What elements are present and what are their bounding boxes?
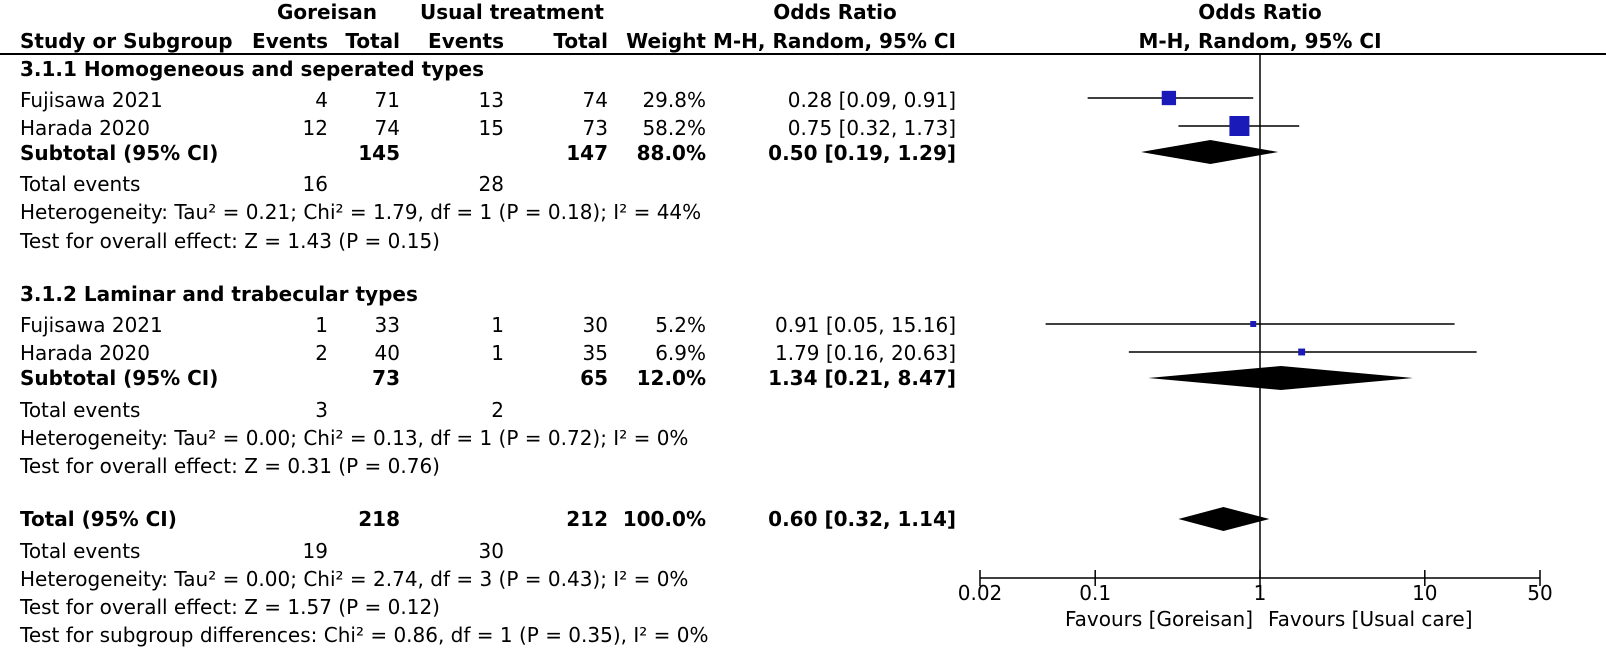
study-name: Fujisawa 2021 [20, 313, 163, 337]
events1-cell: 1 [315, 313, 328, 337]
events2-cell: 15 [478, 116, 504, 140]
events2-cell: 13 [478, 88, 504, 112]
total-label: Total (95% CI) [20, 507, 177, 531]
weight-cell: 58.2% [642, 116, 706, 140]
total-events-2: 30 [478, 539, 504, 563]
events1-cell: 4 [315, 88, 328, 112]
subgroup-difference-text: Test for subgroup differences: Chi² = 0.… [20, 623, 709, 647]
overall-effect-text: Test for overall effect: Z = 0.31 (P = 0… [20, 454, 440, 478]
col-total2-header: Total [553, 29, 608, 53]
weight-cell: 29.8% [642, 88, 706, 112]
heterogeneity-text: Heterogeneity: Tau² = 0.21; Chi² = 1.79,… [20, 200, 702, 224]
total-events-2: 2 [491, 398, 504, 422]
col-study-header: Study or Subgroup [20, 29, 233, 53]
group2-header: Usual treatment [420, 0, 604, 24]
subtotal-label: Subtotal (95% CI) [20, 366, 219, 390]
total1-cell: 74 [374, 116, 400, 140]
col-method-header: M-H, Random, 95% CI [712, 29, 956, 53]
total1-cell: 71 [374, 88, 400, 112]
axis-tick-label: 1 [1254, 581, 1267, 605]
axis-tick-label: 10 [1412, 581, 1437, 605]
total2-cell: 30 [582, 313, 608, 337]
ci-cell: 0.28 [0.09, 0.91] [787, 88, 956, 112]
total1-cell: 40 [374, 341, 400, 365]
summary-diamond [1141, 140, 1279, 164]
total2-cell: 73 [582, 116, 608, 140]
axis-tick-label: 0.1 [1079, 581, 1111, 605]
events1-cell: 2 [315, 341, 328, 365]
header-divider [0, 53, 1606, 55]
subtotal-ci: 0.50 [0.19, 1.29] [768, 141, 956, 165]
summary-diamond [1178, 507, 1270, 531]
plot-method-header: M-H, Random, 95% CI [1138, 29, 1382, 53]
subgroup-title: 3.1.2 Laminar and trabecular types [20, 282, 418, 306]
subtotal-total2: 147 [566, 141, 608, 165]
study-name: Harada 2020 [20, 116, 150, 140]
heterogeneity-text: Heterogeneity: Tau² = 0.00; Chi² = 0.13,… [20, 426, 689, 450]
group1-header: Goreisan [276, 0, 378, 24]
plot-header: Odds Ratio [1198, 0, 1322, 24]
total-weight: 100.0% [622, 507, 706, 531]
subtotal-total1: 145 [358, 141, 400, 165]
total-events-label: Total events [20, 398, 141, 422]
study-marker [1161, 90, 1177, 106]
events2-cell: 1 [491, 313, 504, 337]
total-events-label: Total events [20, 172, 141, 196]
ci-cell: 1.79 [0.16, 20.63] [775, 341, 956, 365]
weight-cell: 6.9% [655, 341, 706, 365]
study-name: Fujisawa 2021 [20, 88, 163, 112]
total-events-2: 28 [478, 172, 504, 196]
favours-right-label: Favours [Usual care] [1268, 607, 1473, 631]
ci-cell: 0.75 [0.32, 1.73] [787, 116, 956, 140]
or-header: Odds Ratio [773, 0, 897, 24]
total-events-label: Total events [20, 539, 141, 563]
col-weight-header: Weight [626, 29, 706, 53]
heterogeneity-text: Heterogeneity: Tau² = 0.00; Chi² = 2.74,… [20, 567, 689, 591]
total-events-1: 19 [302, 539, 328, 563]
subtotal-total1: 73 [372, 366, 400, 390]
subtotal-weight: 12.0% [636, 366, 706, 390]
overall-effect-text: Test for overall effect: Z = 1.57 (P = 0… [20, 595, 440, 619]
study-marker [1250, 321, 1257, 327]
total-ci: 0.60 [0.32, 1.14] [768, 507, 956, 531]
favours-left-label: Favours [Goreisan] [1064, 607, 1253, 631]
axis-tick-label: 50 [1527, 581, 1552, 605]
subtotal-total2: 65 [580, 366, 608, 390]
events2-cell: 1 [491, 341, 504, 365]
total-events-1: 3 [315, 398, 328, 422]
study-marker [1298, 348, 1306, 356]
subtotal-weight: 88.0% [636, 141, 706, 165]
col-events2-header: Events [428, 29, 504, 53]
overall-effect-text: Test for overall effect: Z = 1.43 (P = 0… [20, 229, 440, 253]
subtotal-label: Subtotal (95% CI) [20, 141, 219, 165]
summary-diamond [1148, 366, 1413, 390]
weight-cell: 5.2% [655, 313, 706, 337]
axis-tick-label: 0.02 [958, 581, 1003, 605]
events1-cell: 12 [302, 116, 328, 140]
ci-cell: 0.91 [0.05, 15.16] [775, 313, 956, 337]
total1-cell: 33 [374, 313, 400, 337]
subgroup-title: 3.1.1 Homogeneous and seperated types [20, 57, 485, 81]
total-total1: 218 [358, 507, 400, 531]
col-events1-header: Events [252, 29, 328, 53]
total-events-1: 16 [302, 172, 328, 196]
total2-cell: 35 [582, 341, 608, 365]
total-total2: 212 [566, 507, 608, 531]
study-name: Harada 2020 [20, 341, 150, 365]
total2-cell: 74 [582, 88, 608, 112]
subtotal-ci: 1.34 [0.21, 8.47] [768, 366, 956, 390]
col-total1-header: Total [345, 29, 400, 53]
study-marker [1229, 116, 1250, 136]
